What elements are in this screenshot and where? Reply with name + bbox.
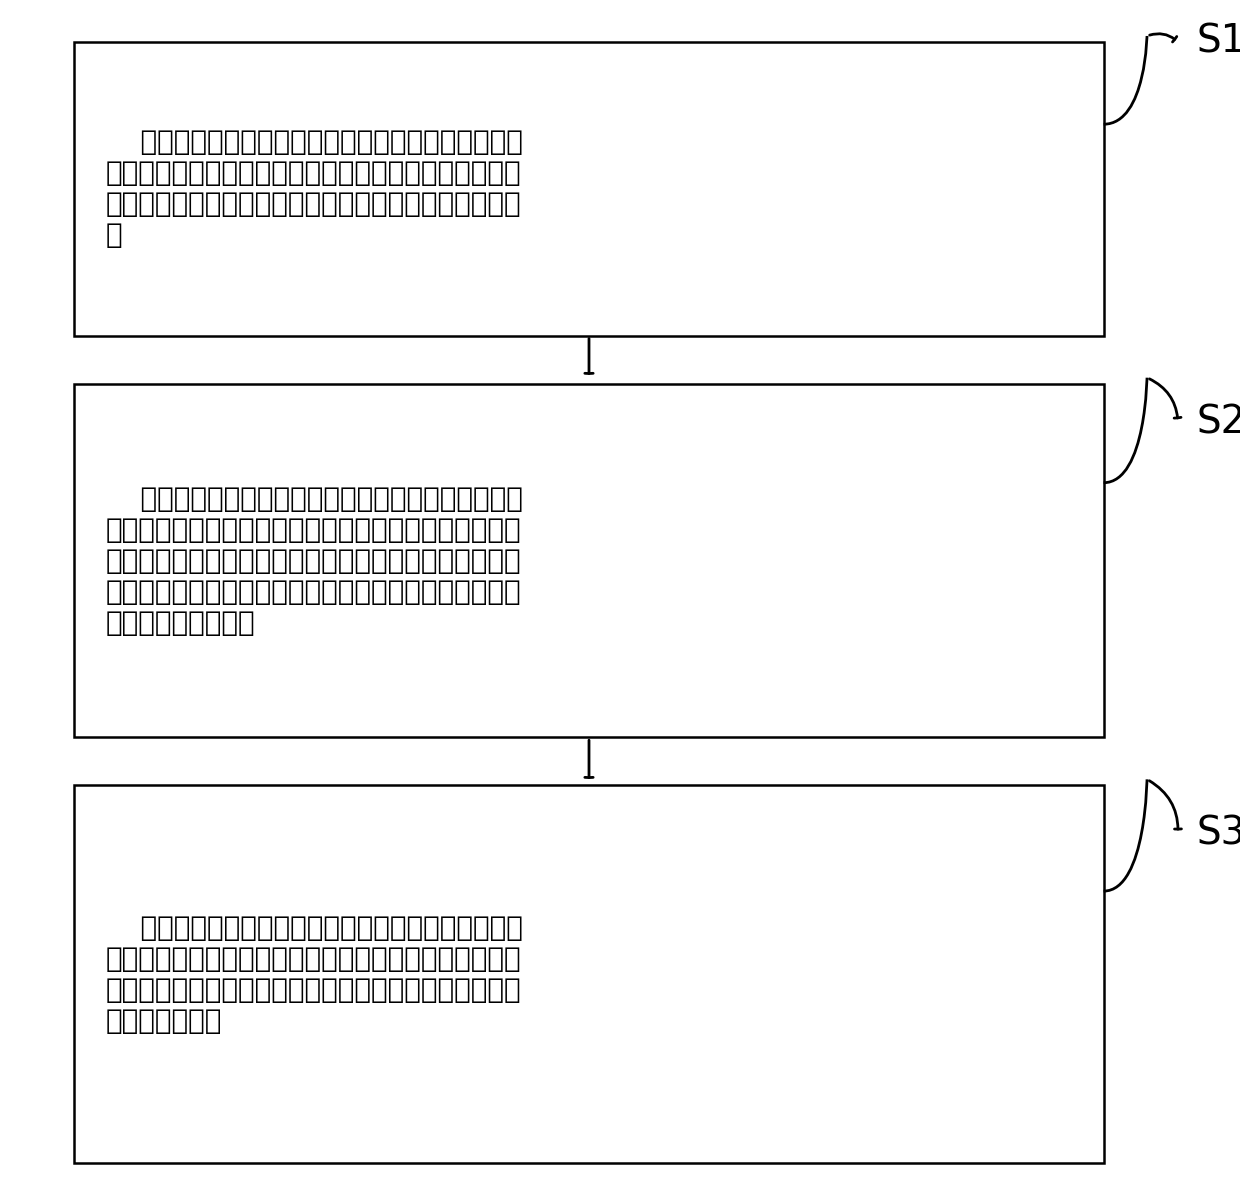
FancyBboxPatch shape: [74, 785, 1104, 1163]
Text: 将所述水力网络支路流量估计值和节点注入流量估计: 将所述水力网络支路流量估计值和节点注入流量估计: [105, 914, 523, 941]
Text: 回热温度估计值: 回热温度估计值: [105, 1007, 222, 1035]
Text: 节点注入流量估计值: 节点注入流量估计值: [105, 609, 255, 637]
Text: 状态变量节点压强头估计值及水力网络支路流量估计值和: 状态变量节点压强头估计值及水力网络支路流量估计值和: [105, 578, 521, 605]
Text: S1: S1: [1197, 23, 1240, 61]
FancyBboxPatch shape: [74, 42, 1104, 336]
Text: 将所述电力系统量测量、水力网络量测量，输入预先: 将所述电力系统量测量、水力网络量测量，输入预先: [105, 484, 523, 512]
Text: S3: S3: [1197, 814, 1240, 852]
Text: 值及热力网络量测量，输入预先构建的热力网络状态估计: 值及热力网络量测量，输入预先构建的热力网络状态估计: [105, 945, 521, 972]
Text: 所述热力系统量测量包括水力网络量测量和热力网络量测: 所述热力系统量测量包括水力网络量测量和热力网络量测: [105, 191, 521, 218]
FancyBboxPatch shape: [74, 384, 1104, 737]
Text: 量测量；其中所述热力系统包括：水力网络和热力网络，: 量测量；其中所述热力系统包括：水力网络和热力网络，: [105, 159, 521, 187]
Text: 构建的电力系统水利网络状态估计模型，得到电力系统状: 构建的电力系统水利网络状态估计模型，得到电力系统状: [105, 516, 521, 543]
Text: S2: S2: [1197, 403, 1240, 441]
Text: 量: 量: [105, 222, 122, 249]
Text: 模型，得到热力网络状态变量节点供热温度估计值和节点: 模型，得到热力网络状态变量节点供热温度估计值和节点: [105, 976, 521, 1004]
Text: 获取电热综合能源系统的电力系统量测量和热力系统: 获取电热综合能源系统的电力系统量测量和热力系统: [105, 128, 523, 156]
Text: 态变量节点电压幅值估计值、节点相角估计值和水力网络: 态变量节点电压幅值估计值、节点相角估计值和水力网络: [105, 547, 521, 574]
